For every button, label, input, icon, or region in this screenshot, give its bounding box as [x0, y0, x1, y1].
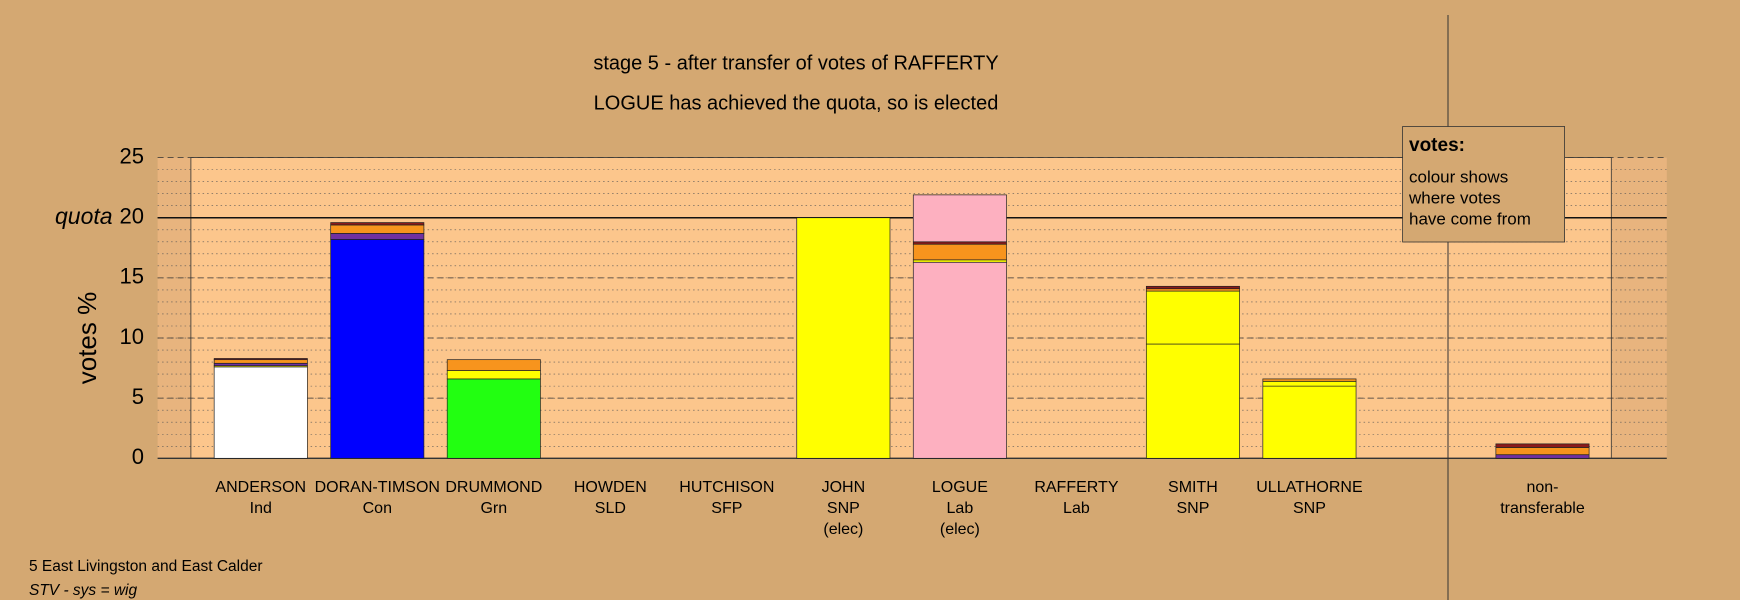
x-tick-label: DRUMMOND	[445, 479, 542, 496]
x-tick-label: SNP	[1293, 500, 1326, 517]
bar-segment	[912, 243, 1007, 261]
bar-segment	[912, 259, 1007, 263]
chart-subtitle: LOGUE has achieved the quota, so is elec…	[594, 92, 999, 114]
x-tick-label: ULLATHORNE	[1256, 479, 1362, 496]
x-tick-label: transferable	[1500, 500, 1585, 517]
y-tick-label: 5	[132, 384, 144, 409]
bar-segment	[1495, 447, 1590, 456]
bar-segment	[330, 233, 425, 240]
legend-frame	[1402, 126, 1565, 243]
x-tick-label: JOHN	[822, 479, 866, 496]
y-tick-label: 25	[120, 143, 144, 168]
x-tick-label: ANDERSON	[215, 479, 306, 496]
bar-segment	[1145, 288, 1240, 292]
x-tick-label: Grn	[480, 500, 507, 517]
x-tick-label: (elec)	[823, 521, 863, 538]
bar-segment	[446, 370, 541, 380]
bar-segment	[330, 224, 425, 234]
x-tick-label: SNP	[827, 500, 860, 517]
y-tick-label: 15	[120, 264, 144, 289]
bar-segment	[796, 217, 891, 459]
legend-heading: votes:	[1409, 135, 1465, 156]
bar-segment	[1262, 380, 1357, 387]
x-tick-label: LOGUE	[932, 479, 988, 496]
legend-box: votes: colour shows where votes have com…	[1402, 126, 1565, 243]
bar-segment	[213, 358, 308, 361]
y-tick-label: 10	[120, 324, 144, 349]
x-tick-label: RAFFERTY	[1034, 479, 1118, 496]
bar-segment	[213, 362, 308, 367]
x-tick-label: Lab	[1063, 500, 1090, 517]
y-tick-label: 20	[120, 204, 144, 229]
bar-segment	[330, 222, 425, 226]
quota-label: quota	[55, 203, 113, 229]
x-tick-label: SLD	[595, 500, 626, 517]
bar-segment	[446, 378, 541, 459]
bar-segment	[1262, 385, 1357, 459]
bar-segment	[330, 239, 425, 459]
bar-segment	[912, 241, 1007, 245]
legend-line: colour shows	[1409, 167, 1508, 186]
bar-segment	[446, 359, 541, 371]
bar-segment	[912, 261, 1007, 459]
x-tick-label: HOWDEN	[574, 479, 647, 496]
bar-segment	[1145, 290, 1240, 345]
legend-line: where votes	[1408, 188, 1501, 207]
plot-area	[190, 157, 1612, 459]
x-tick-label: non-	[1526, 479, 1558, 496]
bar-segment	[1145, 343, 1240, 459]
bar-segment	[1262, 378, 1357, 382]
x-tick-label: SNP	[1176, 500, 1209, 517]
x-tick-label: SMITH	[1168, 479, 1218, 496]
bar-segment	[1495, 443, 1590, 448]
y-tick-label: 0	[132, 444, 144, 469]
bar-segment	[1145, 285, 1240, 290]
bar-segment	[213, 366, 308, 459]
chart-title: stage 5 - after transfer of votes of RAF…	[593, 52, 998, 74]
y-axis-label: votes %	[72, 292, 102, 385]
x-tick-label: Lab	[947, 500, 974, 517]
x-tick-label: Con	[363, 500, 392, 517]
bar-segment	[1495, 454, 1590, 459]
x-tick-label: Ind	[250, 500, 272, 517]
x-tick-label: HUTCHISON	[679, 479, 774, 496]
bar-segment	[912, 194, 1007, 243]
x-tick-label: (elec)	[940, 521, 980, 538]
footer-system: STV - sys = wig	[29, 582, 137, 599]
bars	[213, 194, 1590, 459]
x-tick-label: SFP	[711, 500, 742, 517]
bar-segment	[213, 359, 308, 364]
footer-constituency: 5 East Livingston and East Calder	[29, 558, 263, 575]
x-tick-label: DORAN-TIMSON	[315, 479, 440, 496]
legend-line: have come from	[1409, 209, 1531, 228]
